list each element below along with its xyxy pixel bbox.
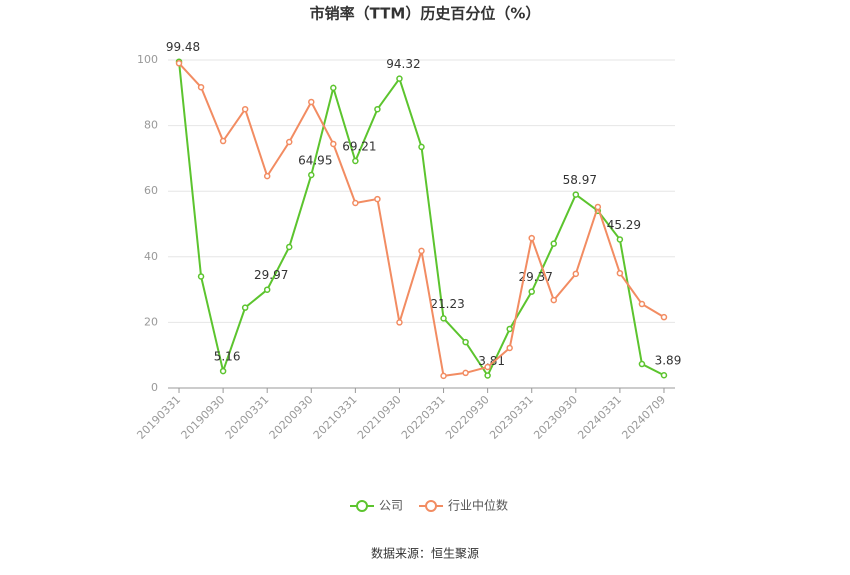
point xyxy=(638,300,646,308)
point xyxy=(197,83,205,91)
point xyxy=(550,240,558,247)
point xyxy=(219,367,227,375)
y-tick-label: 0 xyxy=(151,381,158,394)
x-tick-label: 20190331 xyxy=(134,393,183,442)
point xyxy=(528,288,535,295)
x-tick-label: 20200331 xyxy=(223,393,272,442)
point xyxy=(462,338,469,346)
point xyxy=(352,157,359,165)
point xyxy=(219,137,227,145)
x-tick-label: 20220930 xyxy=(443,393,492,442)
point xyxy=(440,315,447,322)
legend-label: 行业中位数 xyxy=(448,498,508,513)
data-label: 94.32 xyxy=(386,57,420,71)
point xyxy=(484,363,491,371)
y-tick-label: 60 xyxy=(144,184,158,197)
x-tick-label: 20200930 xyxy=(267,393,316,442)
point xyxy=(374,195,381,203)
point xyxy=(396,319,403,326)
point xyxy=(263,286,271,293)
x-tick-label: 20240709 xyxy=(619,393,668,442)
y-tick-label: 80 xyxy=(144,119,158,132)
x-tick-label: 20230930 xyxy=(531,393,580,442)
x-tick-label: 20190930 xyxy=(179,393,228,442)
point xyxy=(660,313,668,321)
point xyxy=(175,60,183,67)
x-tick-label: 20230331 xyxy=(487,393,536,442)
point xyxy=(241,105,249,113)
data-label: 3.89 xyxy=(655,354,682,368)
point xyxy=(197,273,205,280)
x-tick-label: 20220331 xyxy=(399,393,448,442)
point xyxy=(330,140,337,148)
point xyxy=(462,369,469,377)
y-tick-label: 40 xyxy=(144,250,158,263)
point xyxy=(484,372,491,379)
data-label: 69.21 xyxy=(342,139,376,153)
data-label: 64.95 xyxy=(298,153,332,167)
data-label: 29.97 xyxy=(254,268,288,282)
point xyxy=(396,75,403,82)
series-line xyxy=(178,62,665,377)
point xyxy=(263,172,271,180)
data-label: 21.23 xyxy=(430,297,464,311)
legend-marker xyxy=(356,500,368,512)
point xyxy=(374,105,381,113)
point xyxy=(550,296,558,304)
point xyxy=(330,84,337,92)
point xyxy=(285,243,293,251)
point xyxy=(616,269,624,277)
point xyxy=(572,191,580,198)
point xyxy=(616,236,624,243)
x-tick-label: 20210331 xyxy=(311,393,360,442)
legend-marker xyxy=(425,500,438,512)
point xyxy=(241,304,249,311)
data-label: 99.48 xyxy=(166,40,200,54)
point xyxy=(418,247,425,255)
point xyxy=(352,199,359,207)
data-label: 45.29 xyxy=(607,218,641,232)
data-label: 5.16 xyxy=(214,350,241,364)
chart-title: 市销率（TTM）历史百分位（%） xyxy=(310,5,541,23)
point xyxy=(572,270,580,278)
point xyxy=(418,143,425,151)
data-label: 58.97 xyxy=(563,173,597,187)
point xyxy=(528,234,535,242)
point xyxy=(308,171,315,179)
point xyxy=(285,138,293,146)
y-tick-label: 20 xyxy=(144,315,158,328)
point xyxy=(440,372,447,380)
series-line xyxy=(178,61,665,378)
source: 数据来源：恒生聚源 xyxy=(371,546,479,561)
point xyxy=(594,203,602,211)
x-tick-label: 20240331 xyxy=(575,393,624,442)
point xyxy=(506,344,513,352)
y-tick-label: 100 xyxy=(137,53,158,66)
point xyxy=(660,371,668,379)
legend-label: 公司 xyxy=(379,499,403,513)
x-tick-label: 20210930 xyxy=(355,393,404,442)
point xyxy=(506,325,513,333)
point xyxy=(308,98,315,106)
point xyxy=(638,360,646,368)
